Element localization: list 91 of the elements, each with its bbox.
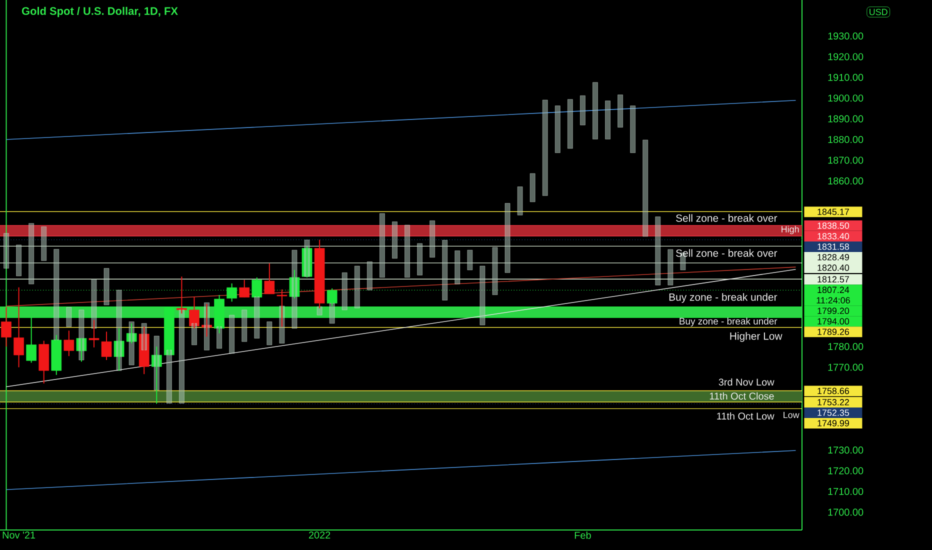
candlestick [239,279,250,298]
bar [542,100,548,196]
bar [492,247,498,295]
annotation: Sell zone - break over [676,249,778,257]
y-tick-label: 1920.00 [828,53,864,60]
bar [554,106,560,153]
bar [166,350,172,404]
bar [642,140,648,237]
y-tick-label: 1910.00 [828,74,864,81]
bar [430,220,435,258]
y-tick-label: 1870.00 [828,156,864,164]
bar [568,99,573,149]
bar [91,279,97,328]
ref-line-label: 1799.20 [818,308,850,314]
annotation: Sell zone - break over [676,214,778,222]
x-tick-label: 2022 [308,532,330,539]
bar [28,223,34,284]
bar [592,82,598,140]
y-tick-label: 1780.00 [828,343,864,350]
bar [4,233,9,268]
ref-line-label: 1833.40 [818,233,850,240]
y-tick-label: 1730.00 [828,446,864,454]
y-tick-label: 1890.00 [828,115,864,122]
bar [630,106,636,153]
ref-line-label: 1812.57 [818,276,849,283]
bar [367,262,372,290]
bar [504,203,510,273]
bar [605,100,610,140]
bar [66,307,72,327]
bar [229,314,234,354]
text: USD [870,8,888,16]
annotation: 3rd Nov Low [718,378,774,386]
y-tick-label: 1930.00 [828,32,864,40]
candlestick [38,340,50,384]
bar [467,250,473,270]
bar [380,213,385,278]
bar [41,226,47,261]
annotation: 11th Oct Low [717,412,774,420]
annotation: 11th Oct Close [710,392,774,400]
candlestick [64,330,74,357]
x-tick-label: Nov '21 [2,532,36,539]
ref-line-label: 1794.00 [818,318,850,325]
bar [618,94,623,128]
bar [16,244,22,276]
candlestick [14,286,24,368]
ref-line-label: 1807.24 11:24:06 [816,286,850,304]
candlestick [1,306,12,348]
bar [279,306,285,344]
candlestick [264,262,275,294]
y-tick-label: 1860.00 [828,177,864,184]
ref-line-label: 1845.17 [818,208,849,216]
ref-line-label: 1838.50 [818,222,850,229]
bar [242,310,248,342]
y-tick-label: 1710.00 [828,488,864,496]
bar [480,266,486,326]
ref-line-label: 1820.40 [818,264,850,271]
bar [354,266,360,308]
annotation: Buy zone - break under [680,318,778,326]
bar [442,240,448,300]
annotation: Buy zone - break under [669,293,778,303]
x-tick-label: Feb [574,532,591,539]
y-tick-label: 1700.00 [828,508,864,516]
y-tick-label: 1880.00 [828,136,864,144]
annotation: Higher Low [730,332,782,342]
bar [454,250,460,284]
bar [104,268,110,306]
ref-line-label: 1752.35 [818,410,850,416]
bar [530,173,536,202]
text: Gold Spot / U.S. Dollar, 1D, FX [22,6,178,18]
bar [517,186,523,216]
ref-line-label: 1789.26 [818,328,850,336]
ref-line-label: 1828.49 [818,254,849,260]
ref-line-label: 1758.66 [818,388,850,394]
y-tick-label: 1900.00 [828,94,864,102]
annotation: High [782,226,799,234]
bar [266,322,272,346]
y-tick-label: 1770.00 [828,364,864,371]
bar [580,95,586,126]
ref-line-label: 1753.22 [818,399,849,406]
bar [655,216,661,286]
ref-line-label: 1831.58 [818,244,850,250]
y-tick-label: 1720.00 [828,467,864,474]
bar [392,222,398,259]
bar [668,249,674,286]
bar [316,306,322,316]
bar [417,243,422,276]
bar [342,272,348,310]
candlestick [101,331,112,361]
ref-line-label: 1749.99 [818,420,849,426]
annotation: Low [784,412,800,418]
bar [404,224,410,278]
